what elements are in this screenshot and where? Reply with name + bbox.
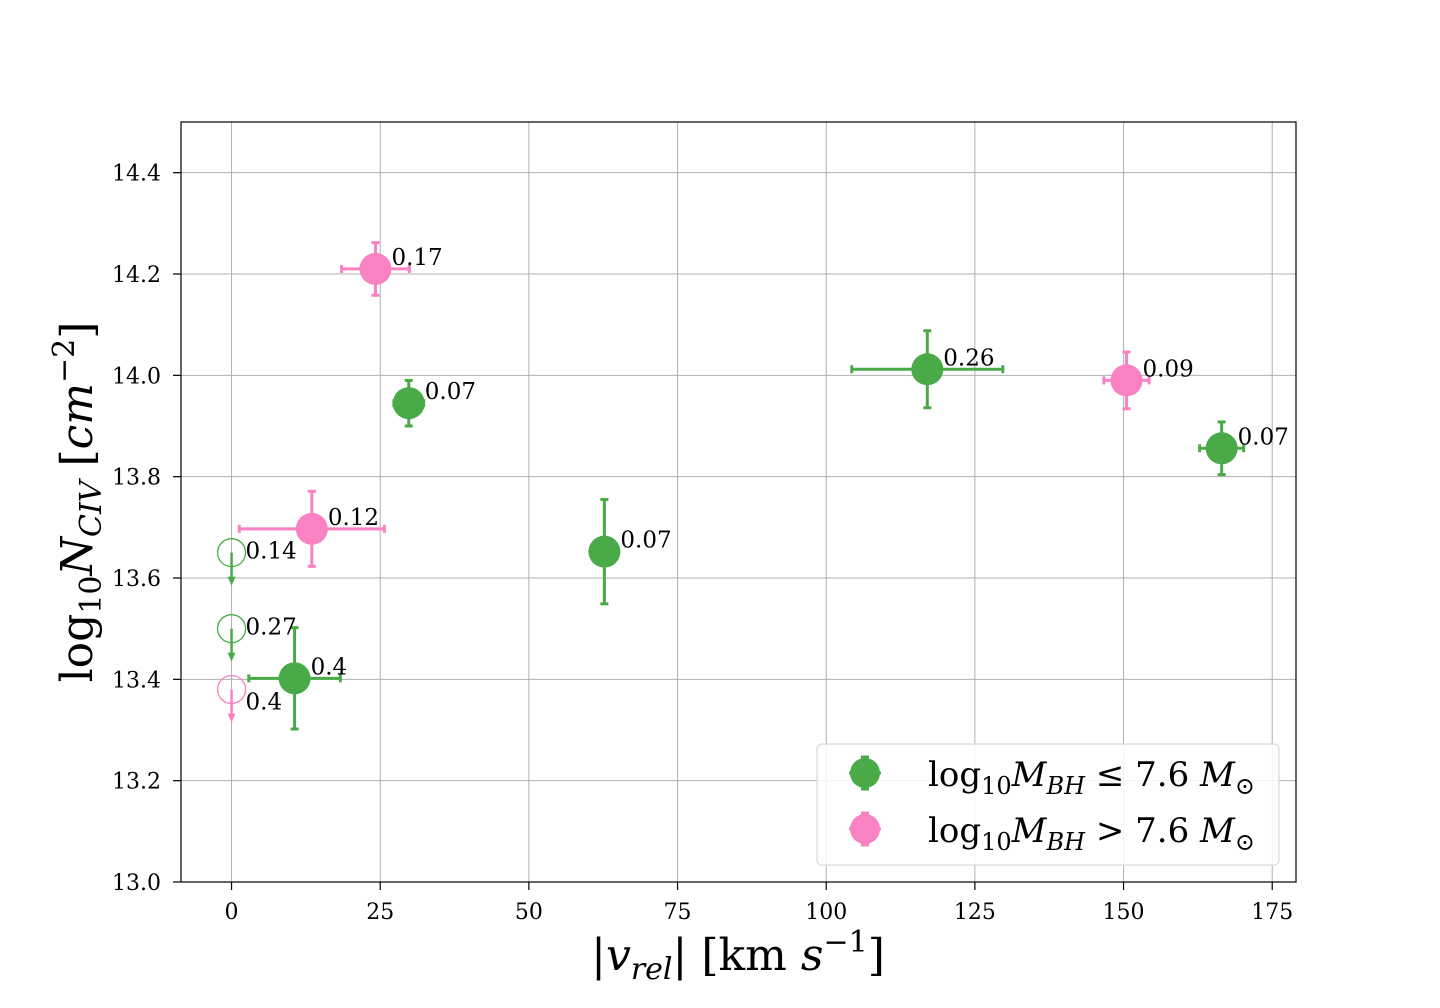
point-labels: 0.07 0.07 0.26 0.07 0.4 0.14 0.27 0.17 0.12 0.09 0… — [246, 245, 1289, 716]
data-point — [588, 535, 621, 568]
legend-box — [816, 743, 1280, 866]
point-label: 0.27 — [246, 615, 297, 641]
y-tick-label: 13.0 — [112, 871, 161, 896]
y-tick-label: 14.4 — [112, 162, 161, 187]
data-point — [392, 387, 425, 420]
plot-frame — [180, 121, 1297, 883]
upper-limit-arrow-head — [227, 652, 236, 662]
point-label: 0.07 — [1238, 424, 1289, 450]
legend-swatch-marker — [850, 758, 880, 788]
x-tick-label: 50 — [515, 900, 543, 925]
point-label: 0.09 — [1143, 356, 1194, 382]
legend-swatch-marker — [850, 814, 880, 844]
point-label: 0.26 — [943, 345, 994, 371]
x-axis-title: |vrel| [km s−1] — [591, 925, 885, 987]
x-tick-label: 150 — [1103, 900, 1145, 925]
data-markers — [216, 252, 1238, 705]
upper-limit-point — [216, 614, 247, 644]
data-point — [295, 512, 328, 545]
point-label: 0.07 — [620, 528, 671, 554]
x-tick-label: 100 — [805, 900, 847, 925]
point-label: 0.12 — [328, 505, 379, 531]
point-label: 0.17 — [391, 245, 442, 271]
data-point — [278, 662, 311, 695]
upper-limit-arrow-head — [227, 713, 236, 723]
y-tick-label: 14.0 — [112, 364, 161, 389]
point-label: 0.4 — [246, 689, 283, 715]
point-label: 0.14 — [246, 539, 297, 565]
legend-label-high: log10MBH > 7.6 M⊙ — [928, 811, 1255, 856]
y-axis-title: log10NCIV [cm−2] — [47, 322, 109, 683]
point-label: 0.07 — [425, 379, 476, 405]
legend: log10MBH ≤ 7.6 M⊙ log10MBH > 7.6 M⊙ — [816, 743, 1280, 866]
data-point — [359, 252, 392, 285]
x-tick-label: 75 — [664, 900, 692, 925]
y-tick-label: 14.2 — [112, 263, 161, 288]
x-tick-label: 125 — [954, 900, 996, 925]
data-point — [1205, 432, 1238, 465]
axis-ticks: 0 25 50 75 100 125 150 175 13.0 13.2 13.4 13.6 13.8 1… — [112, 162, 1293, 925]
y-tick-label: 13.2 — [112, 770, 161, 795]
legend-label-low: log10MBH ≤ 7.6 M⊙ — [928, 755, 1255, 800]
upper-limit-point — [216, 538, 247, 568]
data-point — [1110, 364, 1143, 397]
x-tick-label: 25 — [366, 900, 394, 925]
upper-limit-arrow-head — [227, 576, 236, 586]
y-tick-label: 13.8 — [112, 466, 161, 491]
x-tick-label: 0 — [225, 900, 239, 925]
point-label: 0.4 — [311, 654, 348, 680]
upper-limit-point — [216, 674, 247, 705]
x-tick-label: 175 — [1251, 900, 1293, 925]
data-point — [911, 353, 944, 386]
grid-lines — [181, 122, 1296, 883]
y-tick-label: 13.4 — [112, 668, 161, 693]
y-tick-label: 13.6 — [112, 567, 161, 592]
